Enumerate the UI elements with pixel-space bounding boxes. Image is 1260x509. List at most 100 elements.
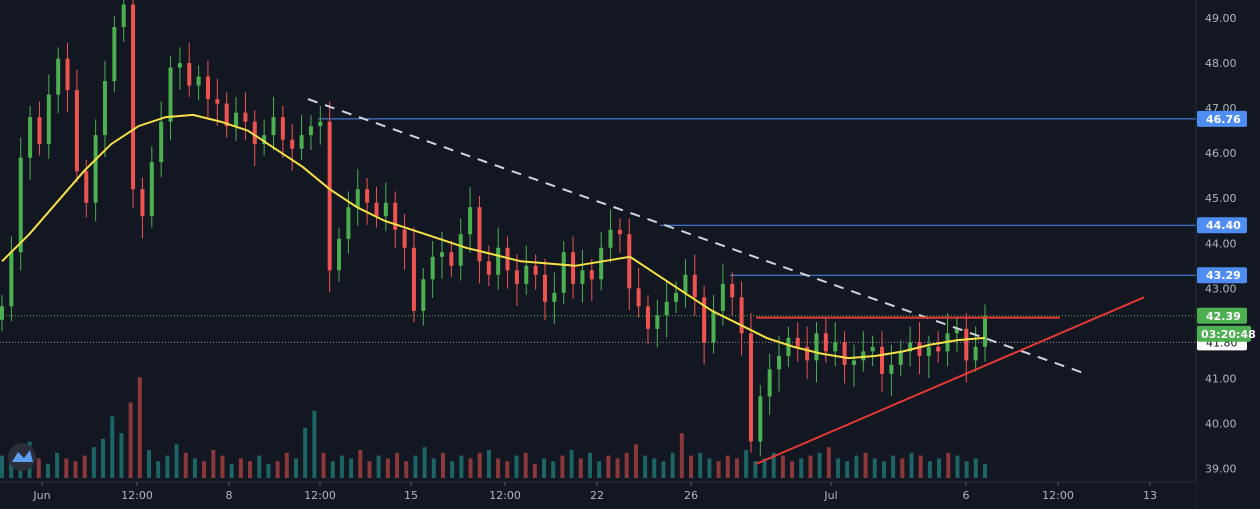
volume-bar [9, 461, 14, 478]
candle-body [674, 292, 679, 302]
y-tick-label: 43.00 [1205, 282, 1237, 295]
volume-bar [192, 458, 197, 478]
candle-body [711, 310, 716, 343]
volume-bar [422, 447, 427, 478]
candle-body [299, 135, 304, 149]
volume-bar [358, 450, 363, 478]
candle-body [234, 112, 239, 127]
candle-body [280, 117, 285, 140]
volume-bar [679, 433, 684, 478]
volume-bar [900, 458, 905, 478]
candle-body [833, 342, 838, 352]
volume-bar [514, 455, 519, 478]
volume-bar [845, 461, 850, 478]
volume-bar [578, 458, 583, 478]
volume-bar [836, 458, 841, 478]
volume-bar [404, 461, 409, 478]
price-badge-label: 44.40 [1206, 219, 1241, 232]
volume-bar [211, 450, 216, 478]
candle-body [159, 121, 164, 163]
candle-body [262, 135, 267, 145]
candle-body [468, 207, 473, 235]
volume-bar [119, 433, 124, 478]
volume-bar [973, 458, 978, 478]
candle-body [514, 270, 519, 284]
candle-body [421, 279, 426, 311]
volume-bar [477, 452, 482, 478]
volume-bar [367, 461, 372, 478]
price-badge [1197, 110, 1247, 127]
candle-body [823, 333, 828, 352]
price-badge [1197, 267, 1247, 284]
volume-bar [376, 455, 381, 478]
candle-body [964, 328, 969, 361]
candle-body [28, 117, 33, 158]
volume-bar [284, 452, 289, 478]
candle-body [84, 171, 89, 203]
x-tick-label: 12:00 [1042, 489, 1074, 502]
candle-body [842, 342, 847, 365]
candle-body [458, 234, 463, 266]
candle-body [74, 90, 79, 172]
candle-body [973, 346, 978, 361]
candle-body [18, 157, 23, 253]
candle-body [617, 229, 622, 235]
price-badge [1197, 307, 1247, 324]
candle-body [861, 351, 866, 361]
time-axis: Jun 12:00 8 12:00 15 12:00 22 26 Jul 6 12:00 13 [32, 482, 1157, 502]
candle-body [805, 346, 810, 361]
volume-bar [753, 461, 758, 478]
volume-bar [881, 461, 886, 478]
volume-bar [716, 461, 721, 478]
candle-body [9, 252, 14, 307]
volume-bar [983, 464, 987, 478]
candle-body [898, 351, 903, 365]
volume-bar [661, 461, 666, 478]
candle-body [271, 117, 276, 136]
volume-bar [431, 458, 436, 478]
volume-bar [532, 464, 537, 478]
candle-body [393, 202, 398, 230]
candle-body [411, 247, 416, 311]
volume-bar [826, 447, 831, 478]
candle-body [580, 270, 585, 284]
x-tick-label: 6 [963, 489, 970, 502]
volume-bar [863, 452, 868, 478]
candle-body [664, 301, 669, 316]
time-axis-bg [0, 482, 1196, 509]
volume-bar [275, 461, 280, 478]
x-tick-label: 22 [590, 489, 604, 502]
y-tick-label: 44.00 [1205, 237, 1237, 250]
volume-bar [927, 461, 932, 478]
volume-bar [854, 455, 859, 478]
candle-body [692, 274, 697, 298]
volume-bar [202, 461, 207, 478]
y-tick-label: 49.00 [1205, 12, 1237, 25]
candle-body [889, 364, 894, 374]
volume-bar [587, 452, 592, 478]
candle-body [149, 162, 154, 217]
volume-bar [459, 455, 464, 478]
candle-body [571, 252, 576, 284]
candle-body [608, 229, 613, 248]
volume-bar [615, 458, 620, 478]
candle-body [46, 94, 51, 145]
volume-bar [734, 458, 739, 478]
x-tick-label: Jul [823, 489, 837, 502]
volume-bar [689, 455, 694, 478]
y-tick-label: 46.00 [1205, 147, 1237, 160]
candle-body [683, 274, 688, 293]
candle-body [121, 4, 126, 28]
volume-bar [707, 458, 712, 478]
candle-body [730, 283, 735, 298]
candle-body [168, 67, 173, 122]
moving-average-line [1, 113, 986, 360]
volume-bar [780, 455, 785, 478]
volume-bar [817, 452, 822, 478]
volume-bar [36, 458, 41, 478]
x-tick-label: 15 [404, 489, 418, 502]
volume-bar [643, 455, 648, 478]
volume-bar [238, 458, 243, 478]
volume-bar [312, 410, 317, 478]
